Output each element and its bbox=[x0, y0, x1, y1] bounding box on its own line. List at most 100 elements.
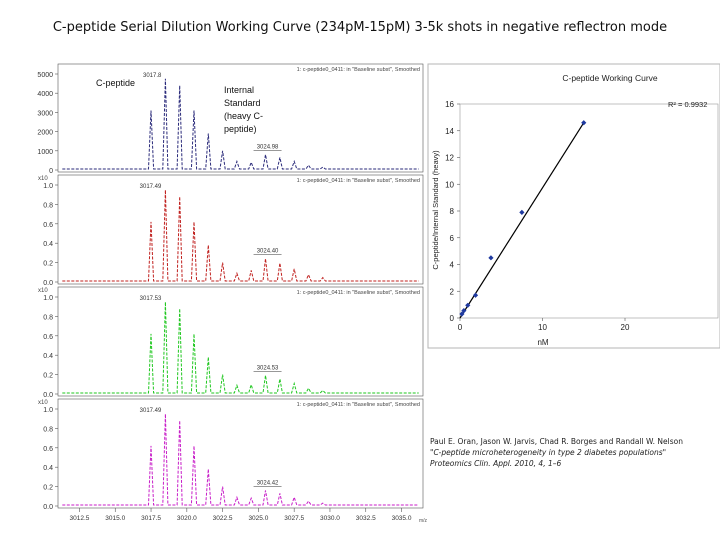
data-point bbox=[472, 292, 479, 298]
working-curve-y-label: C-peptide/Internal Standard (heavy) bbox=[431, 150, 440, 270]
y-exponent-label: x10 bbox=[38, 400, 48, 406]
slide-title: C-peptide Serial Dilution Working Curve … bbox=[52, 20, 668, 35]
curve-y-tick-label: 12 bbox=[445, 154, 454, 163]
data-point bbox=[459, 311, 465, 317]
curve-y-tick-label: 14 bbox=[445, 127, 454, 136]
internal-standard-annotation: Standard bbox=[224, 98, 261, 108]
r-squared-label: R² = 0.9932 bbox=[668, 100, 707, 109]
y-exponent-label: x10 bbox=[38, 176, 48, 182]
data-point bbox=[581, 120, 587, 126]
analyte-peak-label: 3017.49 bbox=[140, 184, 162, 190]
y-exponent-label: x10 bbox=[38, 288, 48, 294]
spectrum-trace bbox=[62, 78, 419, 170]
curve-y-tick-label: 16 bbox=[445, 100, 454, 109]
spectrum-frame bbox=[57, 63, 424, 173]
spectrum-header: 1: c-peptide0_0411: in "Baseline subst",… bbox=[297, 67, 420, 73]
y-tick-label: 0.4 bbox=[43, 353, 53, 360]
is-peak-label: 3024.53 bbox=[257, 365, 279, 371]
x-tick-label: 3032.5 bbox=[356, 515, 376, 522]
citation: Paul E. Oran, Jason W. Jarvis, Chad R. B… bbox=[430, 436, 715, 469]
y-tick-label: 0.8 bbox=[43, 314, 53, 321]
y-tick-label: 0.0 bbox=[43, 280, 53, 287]
curve-x-tick-label: 20 bbox=[621, 323, 630, 332]
x-tick-label: 3017.5 bbox=[141, 515, 161, 522]
is-peak-label: 3024.98 bbox=[257, 145, 279, 151]
spectrum-panel-1: 1: c-peptide0_0411: in "Baseline subst",… bbox=[37, 63, 424, 175]
citation-authors: Paul E. Oran, Jason W. Jarvis, Chad R. B… bbox=[430, 437, 683, 446]
x-tick-label: 3027.5 bbox=[284, 515, 304, 522]
curve-y-tick-label: 2 bbox=[450, 287, 455, 296]
citation-journal: Proteomics Clin. Appl. 2010, 4, 1–6 bbox=[430, 459, 562, 468]
spectrum-header: 1: c-peptide0_0411: in "Baseline subst",… bbox=[297, 402, 420, 408]
working-curve-title: C-peptide Working Curve bbox=[562, 73, 658, 83]
working-curve-plot-area bbox=[459, 103, 719, 319]
y-tick-label: 0.2 bbox=[43, 261, 53, 268]
spectrum-trace bbox=[62, 189, 419, 282]
curve-x-tick-label: 10 bbox=[538, 323, 547, 332]
x-tick-label: 3015.0 bbox=[105, 515, 125, 522]
curve-x-tick-label: 0 bbox=[458, 323, 463, 332]
spectrum-frame bbox=[57, 286, 424, 397]
spectrum-trace bbox=[62, 301, 419, 394]
y-tick-label: 0.4 bbox=[43, 465, 53, 472]
curve-y-tick-label: 8 bbox=[450, 207, 455, 216]
spectrum-x-axis: 3012.5 3015.0 3017.5 3020.0 3022.5 3025.0 3027… bbox=[70, 508, 428, 524]
spectrum-trace bbox=[62, 413, 419, 506]
analyte-peak-label: 3017.53 bbox=[140, 296, 162, 302]
x-tick-label: 3020.0 bbox=[177, 515, 197, 522]
data-point bbox=[488, 255, 494, 261]
y-tick-label: 1.0 bbox=[43, 407, 53, 414]
spectrum-panel-4: 1: c-peptide0_0411: in "Baseline subst",… bbox=[38, 398, 424, 511]
is-peak-label: 3024.40 bbox=[257, 249, 279, 255]
spectrum-header: 1: c-peptide0_0411: in "Baseline subst",… bbox=[297, 290, 420, 296]
x-tick-label: 3025.0 bbox=[248, 515, 268, 522]
curve-y-tick-label: 0 bbox=[450, 314, 455, 323]
analyte-peak-label: 3017.8 bbox=[143, 73, 162, 79]
data-point bbox=[465, 302, 471, 308]
spectrum-panel-3: 1: c-peptide0_0411: in "Baseline subst",… bbox=[38, 286, 424, 399]
is-peak-label: 3024.42 bbox=[257, 480, 279, 486]
y-tick-label: 3000 bbox=[37, 110, 53, 117]
y-tick-label: 4000 bbox=[37, 91, 53, 98]
spectrum-header: 1: c-peptide0_0411: in "Baseline subst",… bbox=[297, 178, 420, 184]
analyte-annotation: C-peptide bbox=[96, 78, 135, 88]
y-tick-label: 1.0 bbox=[43, 295, 53, 302]
y-tick-label: 0.6 bbox=[43, 222, 53, 229]
y-tick-label: 0.8 bbox=[43, 202, 53, 209]
trendline bbox=[459, 122, 585, 319]
data-point bbox=[461, 308, 467, 314]
y-tick-label: 0.6 bbox=[43, 334, 53, 341]
y-tick-label: 0.2 bbox=[43, 373, 53, 380]
data-point bbox=[519, 209, 525, 215]
x-unit-label: m/z bbox=[419, 518, 428, 524]
y-tick-label: 0.0 bbox=[43, 392, 53, 399]
spectrum-frame bbox=[57, 174, 424, 285]
y-tick-label: 1000 bbox=[37, 149, 53, 156]
x-tick-label: 3030.0 bbox=[320, 515, 340, 522]
spectrum-frame bbox=[57, 398, 424, 509]
y-tick-label: 0.8 bbox=[43, 426, 53, 433]
x-tick-label: 3035.0 bbox=[392, 515, 412, 522]
x-tick-label: 3022.5 bbox=[213, 515, 233, 522]
y-tick-label: 2000 bbox=[37, 130, 53, 137]
y-tick-label: 1.0 bbox=[43, 183, 53, 190]
y-tick-label: 0.0 bbox=[43, 504, 53, 511]
y-tick-label: 0 bbox=[49, 168, 53, 175]
curve-y-tick-label: 4 bbox=[450, 261, 455, 270]
analyte-peak-label: 3017.49 bbox=[140, 408, 162, 414]
curve-y-tick-label: 6 bbox=[450, 234, 455, 243]
spectrum-panel-2: 1: c-peptide0_0411: in "Baseline subst",… bbox=[38, 174, 424, 287]
y-tick-label: 5000 bbox=[37, 72, 53, 79]
x-tick-label: 3012.5 bbox=[70, 515, 90, 522]
internal-standard-annotation: (heavy C- bbox=[224, 111, 263, 121]
y-tick-label: 0.4 bbox=[43, 241, 53, 248]
internal-standard-annotation: peptide) bbox=[224, 124, 257, 134]
y-tick-label: 0.2 bbox=[43, 485, 53, 492]
citation-title: "C-peptide microheterogeneity in type 2 … bbox=[430, 448, 667, 457]
working-curve-x-label: nM bbox=[537, 338, 548, 347]
internal-standard-annotation: Internal bbox=[224, 85, 254, 95]
curve-y-tick-label: 10 bbox=[445, 180, 454, 189]
y-tick-label: 0.6 bbox=[43, 446, 53, 453]
